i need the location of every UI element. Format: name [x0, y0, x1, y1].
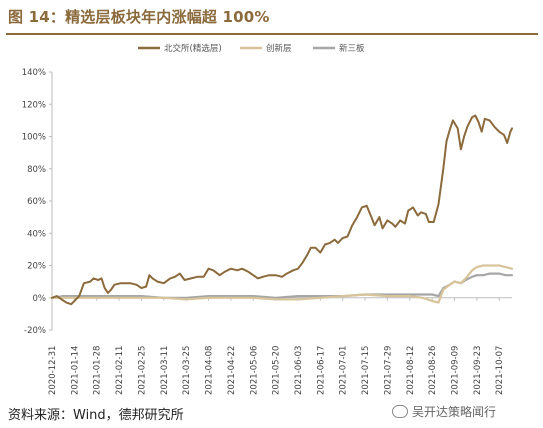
title-divider: [6, 33, 538, 35]
chart-series: [50, 114, 514, 306]
watermark: 吴开达策略闻行: [392, 403, 496, 420]
x-tick-label: 2021-10-07: [495, 346, 505, 395]
chart-legend: 北交所(精选层) 创新层 新三板: [138, 43, 365, 54]
x-tick-label: 2021-02-11: [115, 346, 125, 395]
x-tick-label: 2021-08-26: [428, 346, 438, 395]
y-tick-label: 60%: [27, 197, 46, 207]
x-tick-label: 2021-09-09: [451, 346, 461, 395]
y-tick-label: 0%: [33, 294, 47, 304]
line-chart: 北交所(精选层) 创新层 新三板 -20% 0% 20% 40% 60% 80% 100% 120…: [22, 43, 514, 395]
x-tick-label: 2021-03-11: [160, 346, 170, 395]
watermark-text: 吴开达策略闻行: [412, 405, 497, 419]
y-tick-label: 140%: [22, 68, 46, 78]
x-tick-label: 2021-03-25: [182, 346, 192, 395]
source-note: 资料来源：Wind，德邦研究所: [8, 408, 184, 423]
x-tick-label: 2021-06-03: [294, 346, 304, 395]
wechat-icon: [392, 405, 408, 418]
y-tick-label: 120%: [22, 100, 46, 110]
series-line-beijing: [51, 114, 513, 306]
y-tick-label: -20%: [24, 326, 46, 336]
x-tick-label: 2021-01-28: [93, 346, 103, 395]
x-tick-label: 2021-09-23: [473, 346, 483, 395]
x-tick-label: 2021-06-17: [316, 346, 326, 395]
figure-title: 图 14：精选层板块年内涨幅超 100%: [8, 8, 270, 26]
y-axis: -20% 0% 20% 40% 60% 80% 100% 120% 140%: [22, 68, 53, 336]
x-tick-label: 2021-04-22: [227, 346, 237, 395]
x-tick-label: 2021-07-01: [339, 346, 349, 395]
x-tick-label: 2020-12-31: [48, 346, 58, 395]
series-line-chuangxin: [50, 264, 514, 304]
x-tick-label: 2021-04-08: [205, 346, 215, 395]
legend-label: 新三板: [339, 43, 365, 54]
y-tick-label: 80%: [27, 165, 46, 175]
x-tick-label: 2021-05-06: [249, 346, 259, 395]
legend-label: 创新层: [266, 43, 292, 54]
x-tick-label: 2021-05-20: [272, 346, 282, 395]
x-tick-label: 2021-01-14: [70, 346, 80, 395]
x-tick-label: 2021-07-29: [383, 346, 393, 395]
y-tick-label: 40%: [27, 229, 46, 239]
y-tick-label: 100%: [22, 133, 46, 143]
x-tick-label: 2021-02-25: [137, 346, 147, 395]
legend-label: 北交所(精选层): [164, 43, 222, 54]
x-tick-label: 2021-07-15: [361, 346, 371, 395]
x-axis: 2020-12-31 2021-01-14 2021-01-28 2021-02-11…: [48, 297, 512, 395]
y-tick-label: 20%: [27, 262, 46, 272]
x-tick-label: 2021-08-12: [406, 346, 416, 395]
